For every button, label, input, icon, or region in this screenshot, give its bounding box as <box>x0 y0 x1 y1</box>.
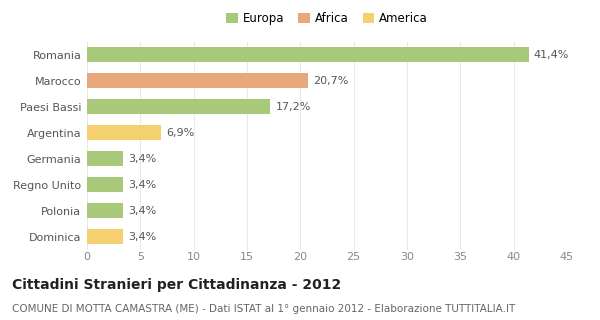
Text: 3,4%: 3,4% <box>128 232 157 242</box>
Bar <box>87 229 123 244</box>
Text: 17,2%: 17,2% <box>276 102 311 112</box>
Legend: Europa, Africa, America: Europa, Africa, America <box>224 10 430 28</box>
Bar <box>87 125 161 140</box>
Bar <box>87 99 271 114</box>
Text: 3,4%: 3,4% <box>128 180 157 189</box>
Bar <box>87 203 123 218</box>
Text: 6,9%: 6,9% <box>166 128 194 138</box>
Bar <box>87 151 123 166</box>
Text: 20,7%: 20,7% <box>313 76 349 86</box>
Text: 3,4%: 3,4% <box>128 154 157 164</box>
Text: 3,4%: 3,4% <box>128 205 157 216</box>
Text: 41,4%: 41,4% <box>534 50 569 60</box>
Text: COMUNE DI MOTTA CAMASTRA (ME) - Dati ISTAT al 1° gennaio 2012 - Elaborazione TUT: COMUNE DI MOTTA CAMASTRA (ME) - Dati IST… <box>12 304 515 314</box>
Bar <box>87 177 123 192</box>
Bar <box>87 73 308 88</box>
Text: Cittadini Stranieri per Cittadinanza - 2012: Cittadini Stranieri per Cittadinanza - 2… <box>12 278 341 292</box>
Bar <box>87 47 529 62</box>
